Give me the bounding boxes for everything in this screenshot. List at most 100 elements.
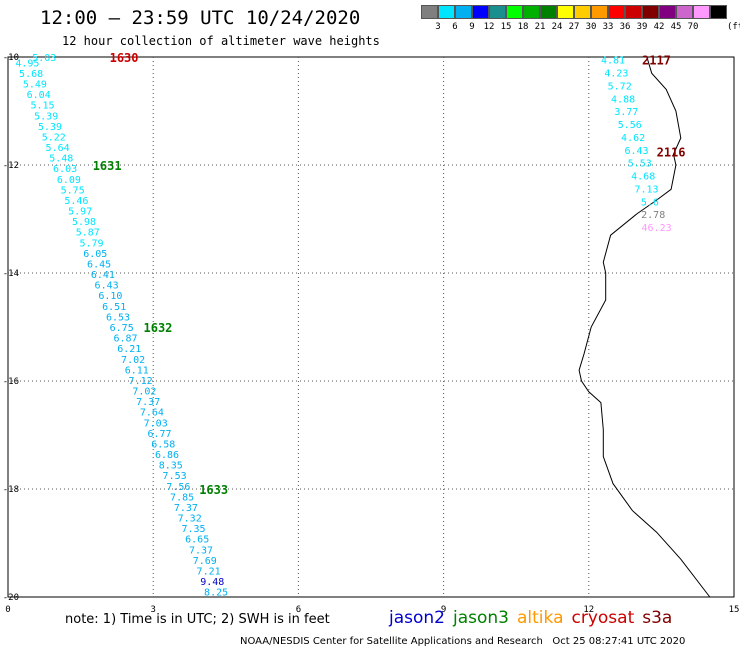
swh-value-label: 5.6 [641,197,659,208]
swh-value-label: 6.45 [87,260,111,271]
colorbar-label: 45 [670,22,682,32]
colorbar-label: 30 [585,22,597,32]
swh-value-label: 6.75 [110,323,134,334]
map-subtitle: 12 hour collection of altimeter wave hei… [62,34,380,48]
swh-value-label: 7.12 [129,376,153,387]
swh-value-label: 6.43 [624,146,648,157]
x-tick-label: 15 [729,605,740,615]
altimeter-track-west: 4.955.685.496.045.155.395.395.225.645.48… [15,53,228,599]
swh-value-label: 5.68 [19,69,43,80]
swh-value-label: 6.04 [27,90,51,101]
colorbar-swatch [574,5,591,19]
colorbar-label: 33 [602,22,614,32]
legend-item-altika: altika [517,608,564,628]
swh-value-label: 6.51 [102,302,126,313]
swh-value-label: 8.35 [159,461,183,472]
colorbar-swatch [676,5,693,19]
y-tick-label: -12 [3,161,19,171]
colorbar-swatch [472,5,489,19]
swh-value-label: 8.25 [204,588,228,599]
swh-value-label: 3.77 [614,107,638,118]
swh-value-label: 6.86 [155,450,179,461]
swh-value-label: 6.43 [95,281,119,292]
swh-value-label: 7.85 [170,492,194,503]
credit-line: NOAA/NESDIS Center for Satellite Applica… [240,636,686,647]
swh-value-label: 7.37 [189,545,213,556]
swh-value-label: 6.10 [98,291,122,302]
colorbar-label: 3 [435,22,441,32]
swh-value-label: 6.09 [57,175,81,186]
swh-value-label: 9.48 [200,577,224,588]
colorbar-label: 24 [551,22,563,32]
swh-value-label: 4.68 [631,172,655,183]
legend-item-cryosat: cryosat [571,608,635,628]
swh-value-label: 6.53 [106,312,130,323]
pass-number-label: 2117 [642,54,671,68]
colorbar-label: 15 [500,22,512,32]
satellite-legend: jason2 jason3 altika cryosat s3a [389,608,680,628]
colorbar-swatch [540,5,557,19]
swh-value-label: 7.37 [174,503,198,514]
swh-value-label: 6.05 [83,249,107,260]
swh-value-label: 6.77 [147,429,171,440]
swh-value-label: 6.87 [113,334,137,345]
swh-value-label: 7.02 [132,387,156,398]
colorbar-label: 6 [452,22,458,32]
colorbar-swatch [693,5,710,19]
swh-value-label: 4.95 [15,58,39,69]
swh-value-label: 4.62 [621,133,645,144]
swh-value-label: 7.56 [166,482,190,493]
colorbar-swatch [438,5,455,19]
swh-value-label: 5.39 [34,111,58,122]
legend-item-jason3: jason3 [453,608,509,628]
colorbar-label: 70 [687,22,699,32]
x-tick-label: 9 [441,605,446,615]
swh-value-label: 7.03 [144,418,168,429]
pass-number-label: 1633 [199,483,228,497]
swh-value-label: 5.75 [61,185,85,196]
pass-number-label: 1632 [144,321,173,335]
swh-value-label: 4.23 [604,69,628,80]
x-tick-label: 12 [583,605,594,615]
y-tick-label: -14 [3,269,19,279]
swh-value-label: 7.13 [634,185,658,196]
swh-value-label: 5.87 [76,228,100,239]
pass-labels: 1630 1631 1632 1633 2117 2116 [93,51,686,497]
colorbar-unit: (ft) [727,22,740,32]
units-note: note: 1) Time is in UTC; 2) SWH is in fe… [65,612,330,627]
pass-number-label: 1630 [110,51,139,65]
colorbar-swatch [421,5,438,19]
colorbar-label: 27 [568,22,580,32]
swh-value-label: 5.98 [72,217,96,228]
swh-value-label: 5.49 [23,80,47,91]
swh-value-label: 6.58 [151,439,175,450]
swh-value-label: 5.03 [32,53,56,64]
colorbar-swatch [591,5,608,19]
swh-value-label: 5.48 [49,154,73,165]
swh-value-label: 5.15 [30,101,54,112]
coastline [578,56,711,598]
colorbar-label: 9 [469,22,475,32]
swh-value-label: 5.97 [68,207,92,218]
swh-value-label: 5.22 [42,133,66,144]
swh-value-label: 7.21 [197,566,221,577]
colorbar-swatch [455,5,472,19]
colorbar-swatch [489,5,506,19]
colorbar-swatch [523,5,540,19]
colorbar-label: 12 [483,22,495,32]
x-tick-label: 0 [5,605,10,615]
swh-value-label: 5.39 [38,122,62,133]
swh-value-label: 2.78 [641,210,665,221]
swh-value-label: 5.53 [628,159,652,170]
swh-value-label: 6.21 [117,344,141,355]
swh-value-label: 6.41 [91,270,115,281]
swh-value-label: 4.81 [601,56,625,67]
colorbar-label: 42 [653,22,665,32]
swh-value-label: 6.03 [53,164,77,175]
colorbar-label: 36 [619,22,631,32]
pass-number-label: 1631 [93,159,122,173]
x-tick-label: 6 [296,605,301,615]
swh-value-label: 7.02 [121,355,145,366]
pass-number-label: 2116 [657,146,686,160]
